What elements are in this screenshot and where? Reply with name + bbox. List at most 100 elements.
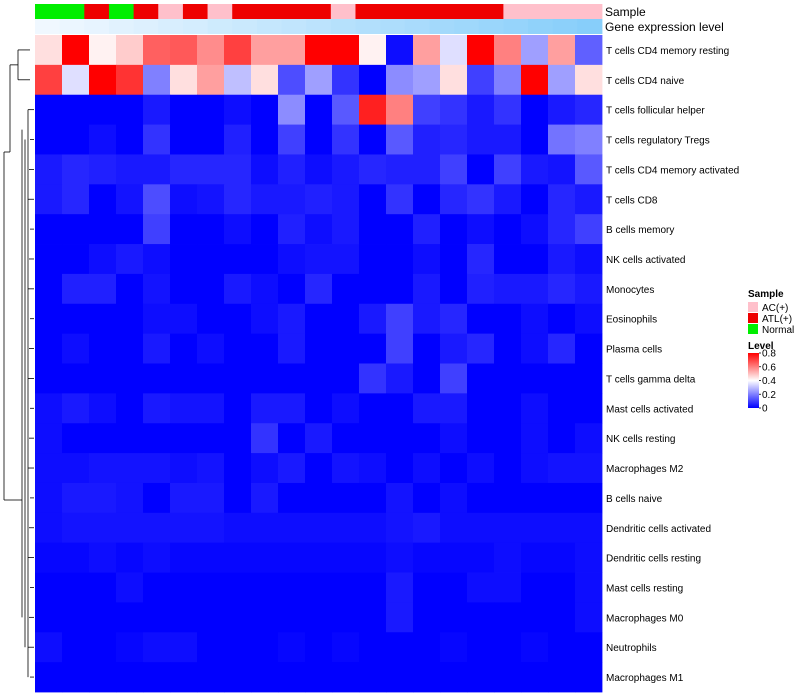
heatmap-cell: [440, 303, 468, 335]
heatmap-cell: [359, 662, 387, 693]
heatmap-cell: [359, 35, 387, 66]
heatmap-cell: [386, 124, 414, 155]
heatmap-cell: [521, 35, 549, 66]
heatmap-cell: [251, 94, 279, 125]
heatmap-cell: [35, 542, 63, 573]
heatmap-cell: [440, 273, 468, 305]
heatmap-cell: [413, 244, 441, 275]
heatmap-cell: [197, 214, 225, 245]
sample-annotation-cell: [552, 4, 578, 19]
gene-expression-cell: [330, 19, 356, 34]
row-label: Dendritic cells activated: [606, 524, 711, 535]
heatmap-cell: [332, 453, 360, 484]
heatmap-cell: [89, 542, 117, 573]
heatmap-cell: [197, 363, 225, 394]
gene-expression-cell: [380, 19, 406, 34]
heatmap-cell: [575, 35, 603, 66]
heatmap-cell: [413, 423, 441, 454]
heatmap-cell: [359, 303, 387, 335]
heatmap-cell: [467, 184, 495, 215]
row-label: NK cells activated: [606, 255, 685, 266]
heatmap-cell: [440, 214, 468, 245]
heatmap-cell: [89, 423, 117, 454]
heatmap-cell: [305, 214, 333, 245]
row-label: B cells naive: [606, 494, 663, 505]
heatmap-cell: [521, 184, 549, 215]
heatmap-cell: [575, 632, 603, 663]
heatmap-cell: [35, 94, 63, 125]
heatmap-cell: [251, 154, 279, 185]
heatmap-cell: [251, 273, 279, 305]
heatmap-cell: [251, 393, 279, 424]
legend-level-tick-label: 0.4: [762, 376, 776, 387]
heatmap-cell: [548, 512, 576, 544]
heatmap-cell: [359, 482, 387, 514]
heatmap-cell: [197, 542, 225, 573]
heatmap-cell: [467, 602, 495, 633]
heatmap-cell: [62, 154, 90, 185]
heatmap-cell: [386, 35, 414, 66]
heatmap-cell: [521, 423, 549, 454]
heatmap-cell: [494, 662, 522, 693]
heatmap-cell: [575, 333, 603, 364]
heatmap-cell: [278, 423, 306, 454]
heatmap-cell: [413, 542, 441, 573]
heatmap-cell: [413, 333, 441, 364]
sample-annotation-cell: [454, 4, 480, 19]
heatmap-cell: [116, 363, 144, 394]
heatmap-cell: [467, 423, 495, 454]
legend-level-colorbar: [748, 353, 759, 408]
heatmap-cell: [413, 273, 441, 305]
heatmap-cell: [62, 512, 90, 544]
sample-annotation-cell: [404, 4, 430, 19]
heatmap-cell: [305, 453, 333, 484]
heatmap-cell: [197, 572, 225, 603]
heatmap-cell: [332, 154, 360, 185]
heatmap-cell: [521, 94, 549, 125]
heatmap-cell: [62, 662, 90, 693]
heatmap-cell: [143, 273, 171, 305]
heatmap-cell: [440, 64, 468, 96]
heatmap-cell: [143, 303, 171, 335]
legend-level-tick-label: 0.2: [762, 390, 776, 401]
heatmap-cell: [575, 363, 603, 394]
heatmap-cell: [359, 94, 387, 125]
heatmap-cell: [413, 214, 441, 245]
heatmap-cell: [89, 35, 117, 66]
heatmap-cell: [251, 124, 279, 155]
heatmap-cell: [170, 632, 198, 663]
heatmap-cell: [35, 393, 63, 424]
sample-annotation-cell: [84, 4, 110, 19]
heatmap-cell: [278, 35, 306, 66]
legend-sample-swatch: [748, 313, 758, 323]
heatmap-cell: [467, 124, 495, 155]
heatmap-cell: [467, 482, 495, 514]
sample-annotation-cell: [207, 4, 233, 19]
heatmap-cell: [386, 64, 414, 96]
heatmap-cell: [89, 662, 117, 693]
heatmap-cell: [224, 184, 252, 215]
heatmap-cell: [467, 64, 495, 96]
row-label: Mast cells resting: [606, 583, 683, 594]
heatmap-cell: [62, 303, 90, 335]
heatmap-cell: [170, 482, 198, 514]
heatmap-cell: [575, 572, 603, 603]
heatmap-cell: [224, 393, 252, 424]
heatmap-cell: [62, 363, 90, 394]
heatmap-cell: [197, 154, 225, 185]
heatmap-cell: [359, 124, 387, 155]
heatmap-cell: [467, 154, 495, 185]
sample-annotation-cell: [429, 4, 455, 19]
heatmap-cell: [359, 154, 387, 185]
gene-expression-cell: [84, 19, 110, 34]
heatmap-cell: [170, 453, 198, 484]
heatmap-cell: [548, 154, 576, 185]
heatmap-cell: [575, 542, 603, 573]
heatmap-cell: [332, 124, 360, 155]
heatmap-cell: [224, 602, 252, 633]
heatmap-cell: [251, 35, 279, 66]
heatmap-cell: [116, 393, 144, 424]
legend-level-tick-label: 0.6: [762, 362, 776, 373]
row-label: T cells CD4 naive: [606, 76, 685, 87]
heatmap-cell: [359, 632, 387, 663]
